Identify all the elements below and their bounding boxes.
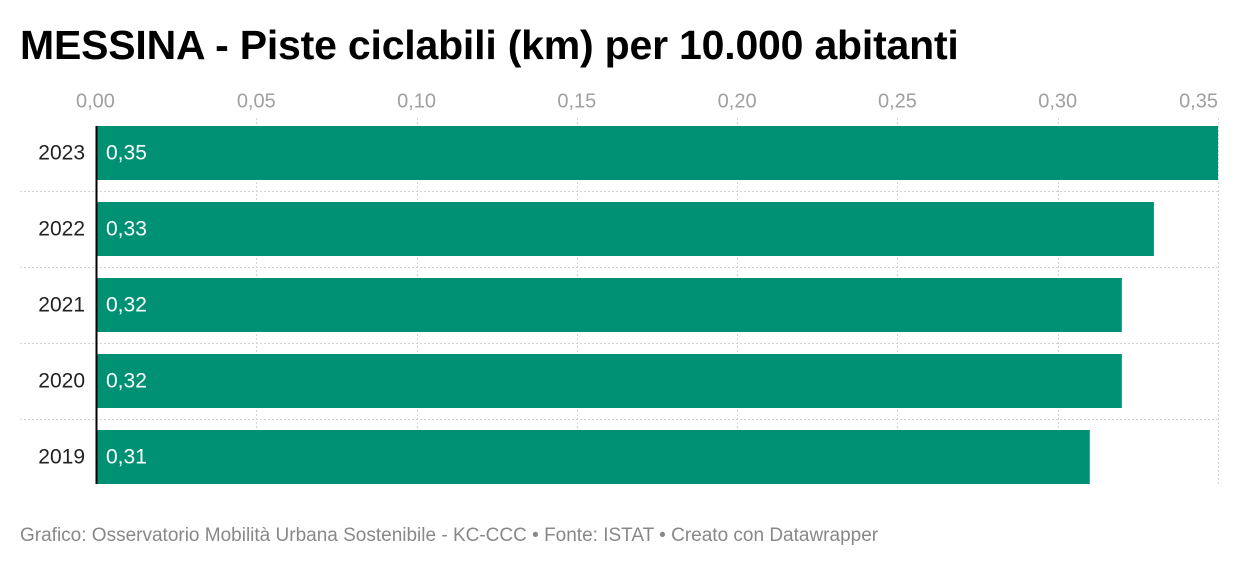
footer-source: Fonte: ISTAT [544,525,654,546]
x-tick-label: 0,20 [718,90,757,112]
bar-value-label: 0,35 [106,142,147,165]
bar [96,430,1090,484]
x-tick-label: 0,05 [237,90,276,112]
footer-credit: Grafico: Osservatorio Mobilità Urbana So… [20,525,527,546]
category-label: 2022 [38,218,85,241]
chart-title: MESSINA - Piste ciclabili (km) per 10.00… [20,22,959,68]
category-label: 2019 [38,446,85,469]
footer-separator: • [532,525,539,546]
bar-value-label: 0,31 [106,446,147,469]
footer-tool: Creato con Datawrapper [671,525,879,546]
x-tick-label: 0,25 [878,90,917,112]
bar [96,278,1122,332]
category-label: 2020 [38,370,85,393]
footer-separator: • [659,525,666,546]
x-tick-label: 0,10 [397,90,436,112]
bar [96,202,1154,256]
bar [96,354,1122,408]
bar-chart: 0,00 0,05 0,10 0,15 0,20 0,25 0,30 0,35 2023 0,35… [20,90,1219,484]
x-tick-label: 0,00 [76,90,115,112]
category-label: 2021 [38,294,85,317]
bar-value-label: 0,33 [106,218,147,241]
chart-footer: Grafico: Osservatorio Mobilità Urbana So… [20,524,878,548]
bar [96,126,1218,180]
x-tick-label: 0,35 [1179,90,1218,112]
x-tick-label: 0,30 [1038,90,1077,112]
category-label: 2023 [38,142,85,165]
bar-value-label: 0,32 [106,370,147,393]
bar-value-label: 0,32 [106,294,147,317]
x-tick-label: 0,15 [557,90,596,112]
